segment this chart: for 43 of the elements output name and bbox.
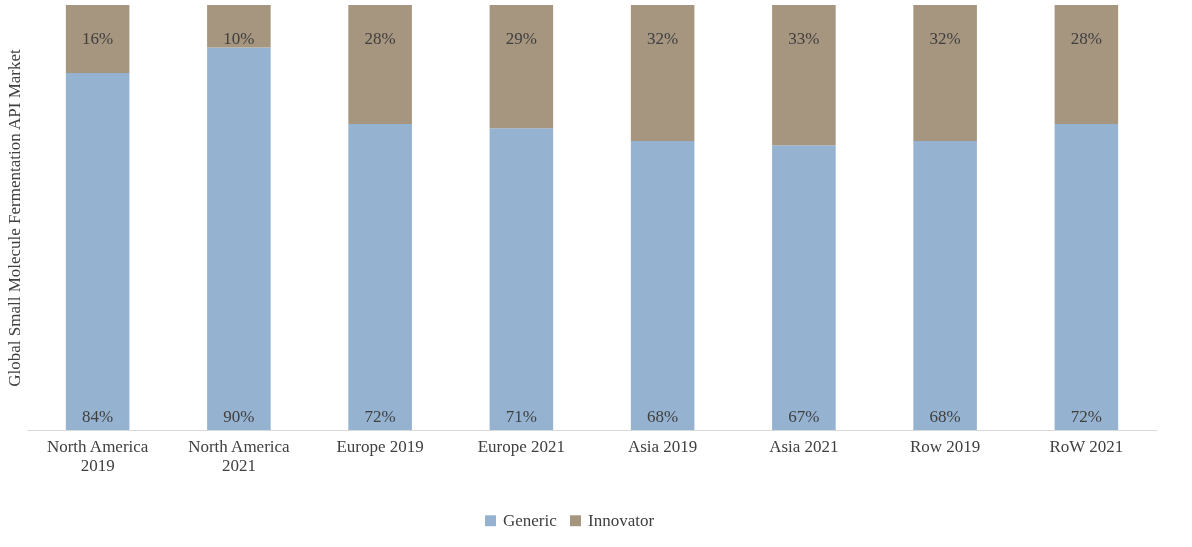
data-label: 84%	[82, 407, 114, 426]
data-label: 72%	[364, 407, 396, 426]
legend-label: Generic	[503, 510, 558, 530]
bar	[65, 5, 130, 73]
data-label: 68%	[647, 407, 679, 426]
bar	[772, 5, 836, 146]
bar	[630, 141, 695, 430]
x-tick-label: Europe 2021	[477, 436, 566, 456]
bar	[913, 5, 977, 141]
bar	[1054, 5, 1119, 124]
bar	[772, 145, 836, 430]
data-label: 33%	[788, 29, 820, 48]
data-label: 10%	[223, 29, 255, 48]
data-label: 90%	[223, 407, 255, 426]
x-tick-label: North America 2021	[188, 436, 291, 475]
data-label: 67%	[788, 407, 820, 426]
data-label: 16%	[82, 29, 114, 48]
x-tick-label: RoW 2021	[1049, 436, 1124, 456]
data-label: 28%	[1070, 29, 1102, 48]
bar	[630, 5, 695, 141]
bar	[489, 128, 554, 430]
y-axis-title: Global Small Molecule Fermentation API Market	[4, 48, 24, 387]
bar	[1054, 124, 1119, 430]
data-label: 68%	[929, 407, 961, 426]
bar	[207, 5, 271, 48]
bar	[348, 5, 412, 124]
data-label: 32%	[647, 29, 679, 48]
data-label: 28%	[364, 29, 396, 48]
data-label: 32%	[929, 29, 961, 48]
data-label: 72%	[1070, 407, 1102, 426]
bar	[913, 141, 977, 430]
bar	[348, 124, 412, 430]
bar	[65, 73, 130, 430]
x-tick-label: North America 2019	[46, 436, 149, 475]
data-label: 29%	[505, 29, 537, 48]
x-tick-label: Asia 2021	[769, 436, 839, 456]
x-tick-label: Row 2019	[909, 436, 981, 456]
bar	[489, 5, 554, 129]
data-label: 71%	[505, 407, 537, 426]
x-tick-label: Europe 2019	[336, 436, 424, 456]
bar	[207, 47, 271, 430]
legend-label: Innovator	[588, 510, 655, 530]
x-tick-label: Asia 2019	[627, 436, 698, 456]
